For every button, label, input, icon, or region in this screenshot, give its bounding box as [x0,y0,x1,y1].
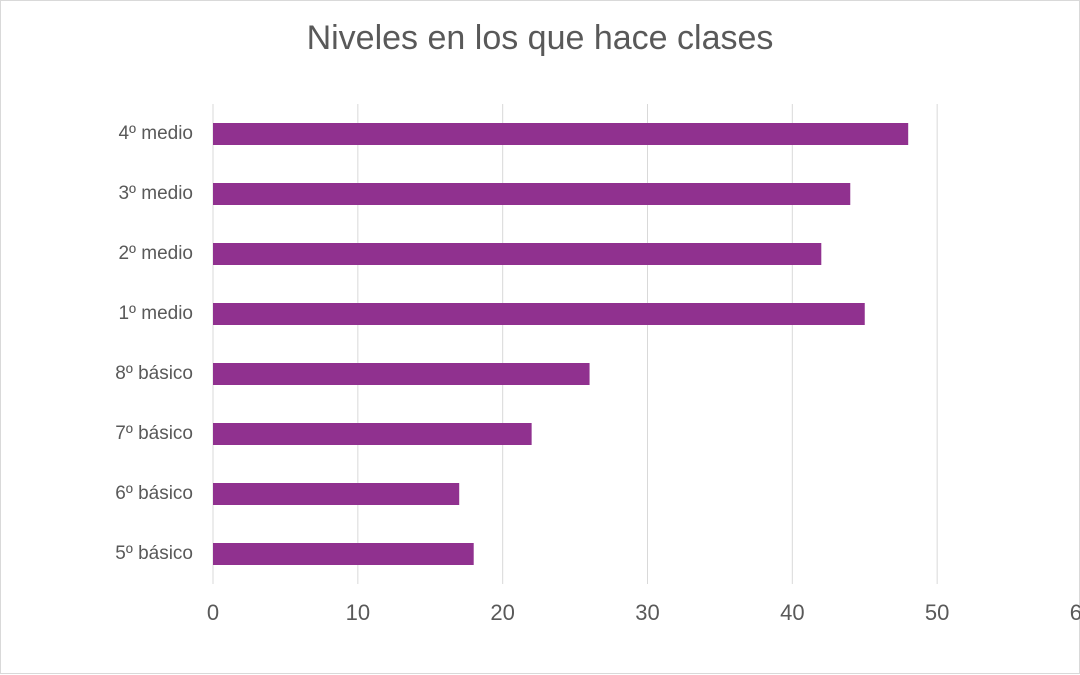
y-tick-label: 3º medio [118,183,193,204]
y-tick-label: 7º básico [115,423,193,444]
bar [213,123,909,145]
y-tick-label: 6º básico [115,483,193,504]
x-tick-label: 50 [925,600,949,625]
bar [213,543,474,565]
x-tick-label: 30 [635,600,659,625]
bar [213,483,460,505]
bar [213,303,865,325]
y-tick-label: 5º básico [115,543,193,564]
x-tick-label: 0 [207,600,219,625]
chart-title: Niveles en los que hace clases [307,19,774,57]
y-tick-label: 4º medio [118,123,193,144]
bar [213,423,532,445]
y-tick-label: 2º medio [118,243,193,264]
bar [213,363,590,385]
x-tick-label: 40 [780,600,804,625]
x-tick-label: 20 [490,600,514,625]
bar [213,243,822,265]
y-tick-label: 8º básico [115,363,193,384]
y-tick-label: 1º medio [118,303,193,324]
bar [213,183,851,205]
x-tick-label: 10 [346,600,370,625]
x-tick-label: 60 [1070,600,1080,625]
